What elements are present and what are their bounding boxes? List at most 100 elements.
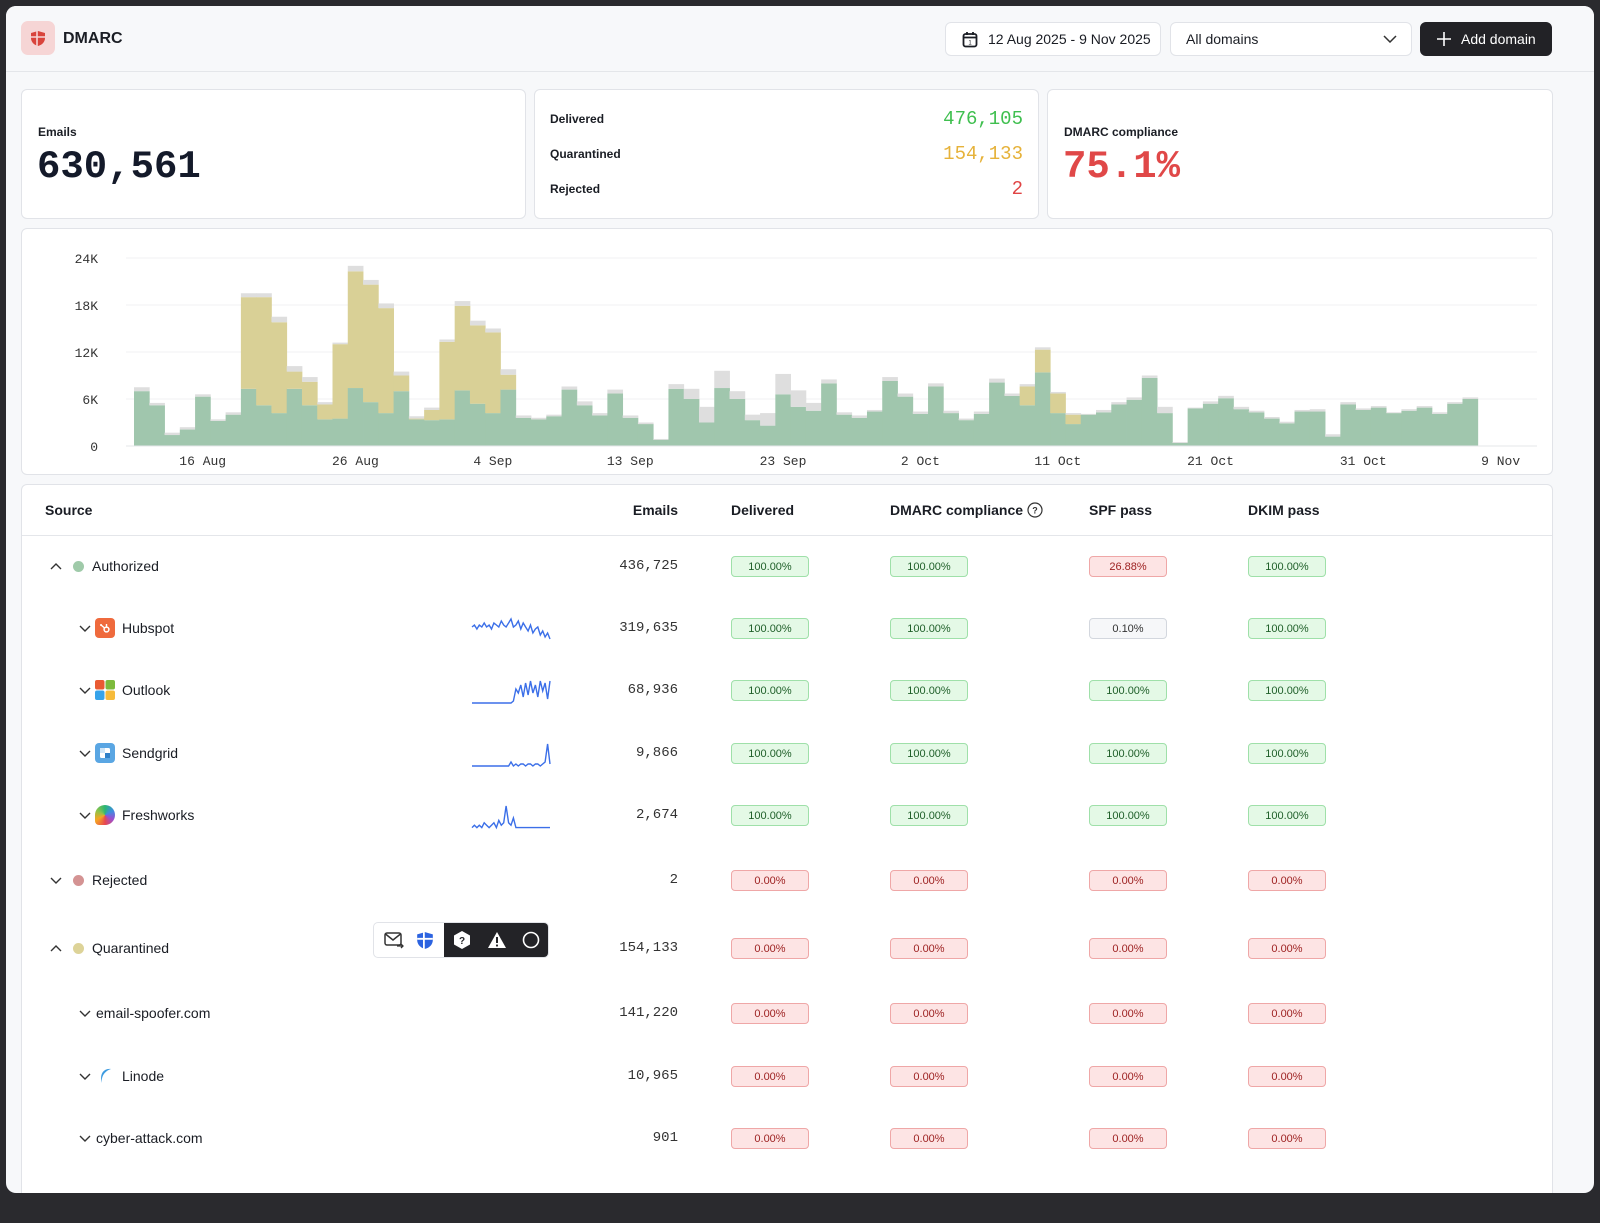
bar-segment-other[interactable]	[485, 328, 501, 333]
bar-segment-other[interactable]	[347, 265, 364, 272]
bar-segment-quarantined[interactable]	[271, 322, 288, 414]
bar-segment-other[interactable]	[332, 342, 349, 345]
bar-segment-delivered[interactable]	[1096, 412, 1112, 446]
bar-segment-other[interactable]	[1263, 417, 1280, 419]
bar-segment-delivered[interactable]	[1126, 399, 1143, 446]
bar-segment-quarantined[interactable]	[1065, 414, 1082, 425]
bar-segment-other[interactable]	[866, 409, 883, 412]
bar-segment-other[interactable]	[821, 379, 837, 384]
bar-segment-other[interactable]	[1050, 391, 1066, 394]
bar-segment-other[interactable]	[195, 394, 211, 397]
bar-segment-other[interactable]	[149, 402, 165, 406]
bar-segment-other[interactable]	[1172, 442, 1189, 443]
bar-segment-other[interactable]	[1279, 421, 1295, 424]
bar-segment-other[interactable]	[622, 415, 639, 418]
bar-segment-delivered[interactable]	[515, 417, 532, 446]
bar-segment-delivered[interactable]	[897, 396, 914, 446]
bar-segment-delivered[interactable]	[1187, 408, 1204, 446]
col-delivered[interactable]: Delivered	[731, 502, 795, 518]
bar-segment-other[interactable]	[179, 427, 196, 430]
bar-segment-delivered[interactable]	[1050, 413, 1066, 446]
chevron-up-icon[interactable]	[49, 559, 63, 573]
bar-segment-other[interactable]	[1309, 409, 1326, 412]
bar-segment-delivered[interactable]	[958, 420, 975, 446]
bar-segment-delivered[interactable]	[393, 391, 410, 446]
bar-segment-delivered[interactable]	[1141, 377, 1158, 446]
bar-segment-delivered[interactable]	[653, 439, 669, 446]
bar-segment-other[interactable]	[1141, 375, 1158, 378]
bar-segment-delivered[interactable]	[973, 413, 990, 446]
bar-segment-other[interactable]	[1065, 413, 1082, 415]
source-name[interactable]: Sendgrid	[122, 745, 179, 761]
source-name[interactable]: email-spoofer.com	[96, 1005, 211, 1021]
bar-segment-delivered[interactable]	[301, 405, 318, 446]
bar-segment-delivered[interactable]	[500, 389, 517, 446]
chevron-down-icon[interactable]	[78, 683, 92, 697]
bar-segment-other[interactable]	[1370, 406, 1387, 408]
bar-segment-quarantined[interactable]	[240, 297, 257, 389]
bar-segment-delivered[interactable]	[1416, 407, 1433, 446]
bar-segment-other[interactable]	[912, 411, 929, 414]
bar-segment-delivered[interactable]	[821, 383, 837, 446]
bar-segment-other[interactable]	[317, 402, 333, 405]
bar-segment-delivered[interactable]	[622, 417, 639, 446]
bar-segment-quarantined[interactable]	[424, 409, 440, 421]
source-name[interactable]: cyber-attack.com	[96, 1130, 203, 1146]
chevron-down-icon[interactable]	[78, 808, 92, 822]
circle-icon[interactable]	[522, 931, 540, 949]
bar-segment-other[interactable]	[408, 416, 425, 419]
bar-segment-delivered[interactable]	[134, 391, 150, 446]
bar-segment-quarantined[interactable]	[347, 271, 364, 389]
bar-segment-other[interactable]	[1431, 412, 1448, 414]
bar-segment-delivered[interactable]	[546, 416, 562, 446]
bar-segment-delivered[interactable]	[1447, 403, 1463, 446]
bar-segment-quarantined[interactable]	[1034, 349, 1051, 373]
bar-segment-other[interactable]	[729, 391, 746, 399]
bar-segment-quarantined[interactable]	[485, 332, 501, 414]
bar-segment-other[interactable]	[1325, 434, 1341, 437]
bar-segment-delivered[interactable]	[1294, 411, 1311, 446]
bar-segment-delivered[interactable]	[928, 386, 944, 446]
bar-segment-other[interactable]	[790, 390, 807, 407]
bar-segment-other[interactable]	[1202, 401, 1219, 404]
bar-segment-delivered[interactable]	[454, 390, 471, 446]
bar-segment-other[interactable]	[683, 388, 700, 399]
bar-segment-other[interactable]	[363, 279, 379, 285]
warning-icon[interactable]	[487, 931, 507, 949]
bar-segment-delivered[interactable]	[347, 388, 364, 446]
bar-segment-delivered[interactable]	[561, 389, 578, 446]
chevron-down-icon[interactable]	[78, 1131, 92, 1145]
bar-segment-other[interactable]	[744, 414, 761, 421]
bar-segment-quarantined[interactable]	[301, 381, 318, 406]
bar-segment-delivered[interactable]	[989, 382, 1005, 446]
bar-segment-other[interactable]	[1187, 407, 1204, 409]
bar-segment-other[interactable]	[1218, 395, 1234, 399]
bar-segment-other[interactable]	[958, 418, 975, 421]
bar-segment-other[interactable]	[1080, 413, 1097, 415]
shield-icon[interactable]	[416, 931, 434, 950]
bar-segment-delivered[interactable]	[271, 413, 288, 446]
bar-segment-delivered[interactable]	[1263, 418, 1280, 446]
bar-segment-other[interactable]	[928, 383, 944, 387]
bar-segment-other[interactable]	[637, 422, 654, 425]
table-row[interactable]: Linode 10,965 0.00% 0.00% 0.00% 0.00%	[22, 1057, 1552, 1097]
bar-segment-delivered[interactable]	[1202, 403, 1219, 446]
date-range-button[interactable]: 1 12 Aug 2025 - 9 Nov 2025	[945, 22, 1161, 56]
bar-segment-other[interactable]	[439, 339, 456, 342]
bar-segment-other[interactable]	[393, 371, 410, 376]
bar-segment-delivered[interactable]	[1431, 413, 1448, 446]
bar-segment-delivered[interactable]	[744, 420, 761, 446]
bar-segment-other[interactable]	[1233, 406, 1250, 410]
chevron-down-icon[interactable]	[78, 621, 92, 635]
bar-segment-delivered[interactable]	[195, 396, 211, 446]
bar-segment-delivered[interactable]	[1401, 410, 1418, 446]
bar-segment-delivered[interactable]	[240, 388, 257, 446]
bar-segment-quarantined[interactable]	[500, 374, 517, 390]
bar-segment-delivered[interactable]	[225, 414, 242, 446]
bar-segment-delivered[interactable]	[1019, 405, 1036, 446]
bar-segment-other[interactable]	[760, 413, 776, 426]
bar-segment-delivered[interactable]	[836, 414, 853, 446]
bar-segment-delivered[interactable]	[668, 388, 685, 446]
table-row[interactable]: Sendgrid 9,866 100.00% 100.00% 100.00% 100.00…	[22, 734, 1552, 774]
bar-segment-delivered[interactable]	[531, 419, 547, 446]
